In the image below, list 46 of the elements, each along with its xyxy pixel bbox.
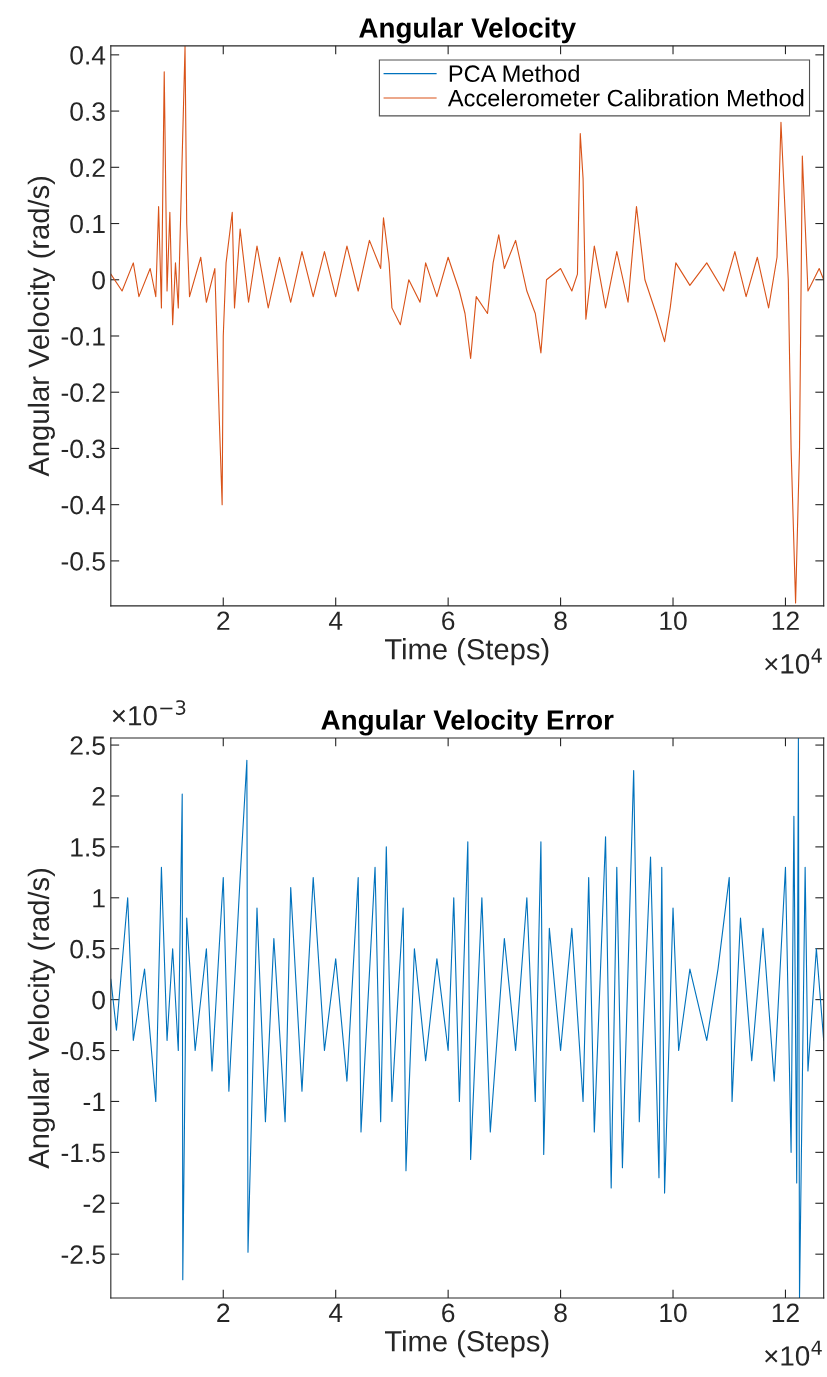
y-axis-title: Angular Velocity (rad/s) [27,868,55,1169]
y-tick-label: 0.4 [70,45,106,65]
legend-label: Accelerometer Calibration Method [447,89,804,107]
x-tick-label: 4 [328,1303,343,1322]
legend-label: PCA Method [449,64,579,83]
x-tick-label: 10 [660,611,687,631]
x-tick-label: 12 [772,611,799,630]
y-tick-label: -0.3 [61,439,105,459]
x-tick-label: 8 [554,1303,567,1323]
y-tick-label: 2 [92,787,105,806]
x-tick-label: 2 [217,1303,230,1322]
y-tick-label: -1.5 [61,1143,105,1163]
text: ×10$^{−3}$ [112,700,186,726]
y-axis-title: Angular Velocity (rad/s) [27,176,55,477]
y-tick-label: 2.5 [70,736,105,755]
line-series [110,737,824,1298]
chart-title: Angular Velocity Error [321,709,614,736]
line-series [110,45,824,604]
y-tick-label: -0.1 [61,327,105,346]
y-tick-label: -1 [83,1092,105,1111]
y-tick-label: -0.5 [61,552,105,571]
y-tick-label: -0.5 [61,1041,105,1061]
y-tick-label: -2 [83,1194,105,1213]
y-tick-label: 0 [92,270,105,290]
x-tick-label: 6 [442,1303,455,1323]
y-tick-label: -2.5 [61,1245,105,1264]
x-axis-title: Time (Steps) [385,638,549,666]
y-tick-label: -0.2 [61,383,105,403]
x-tick-label: 2 [217,611,230,630]
x-tick-label: 10 [660,1303,687,1323]
y-tick-label: 1.5 [71,838,105,857]
text: ×10$^{4}$ [765,1340,822,1366]
y-tick-label: 0 [92,990,105,1010]
chart-title: Angular Velocity [359,17,576,44]
x-tick-label: 8 [554,611,567,631]
y-tick-label: -0.4 [61,495,106,515]
x-tick-label: 12 [772,1303,799,1322]
x-tick-label: 6 [442,611,455,631]
y-tick-label: 0.5 [70,939,105,959]
x-tick-label: 4 [328,611,343,630]
y-tick-label: 0.2 [70,158,105,178]
x-axis-title: Time (Steps) [385,1330,549,1358]
y-tick-label: 1 [93,889,105,908]
y-tick-label: 0.1 [70,214,105,234]
y-tick-label: 0.3 [70,102,105,121]
text: ×10$^{4}$ [765,648,822,674]
